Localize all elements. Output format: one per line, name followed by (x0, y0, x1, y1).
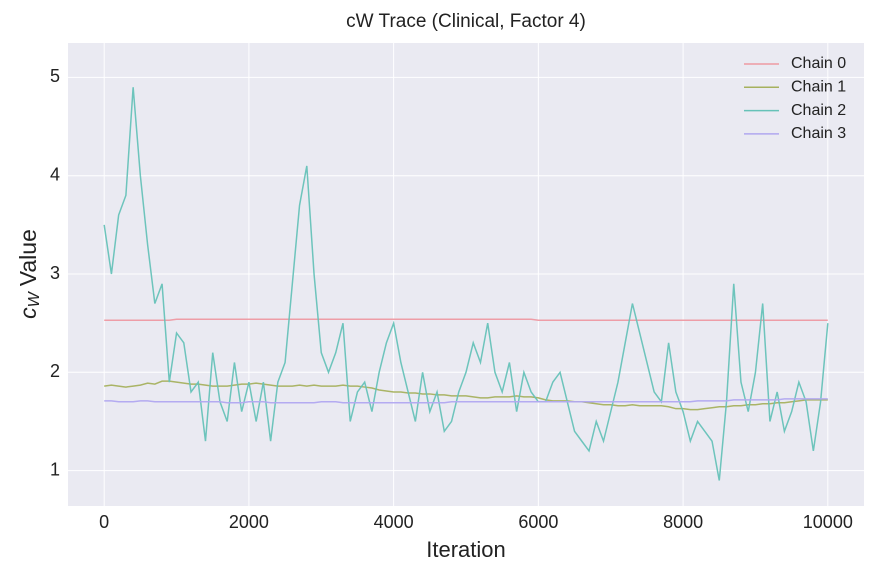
y-label-text: Value (15, 229, 41, 286)
x-tick-label: 4000 (374, 512, 414, 532)
legend-label: Chain 0 (791, 55, 846, 72)
trace-line (104, 318, 828, 321)
y-tick-label: 5 (50, 66, 60, 86)
y-axis-label: cW Value (15, 229, 43, 319)
y-tick-label: 1 (50, 459, 60, 479)
legend-label: Chain 2 (791, 102, 846, 119)
y-label-symbol: c (15, 307, 41, 319)
x-tick-label: 8000 (663, 512, 703, 532)
x-tick-label: 2000 (229, 512, 269, 532)
trace-line (104, 380, 828, 411)
y-label-subscript: W (26, 290, 43, 307)
x-tick-label: 6000 (518, 512, 558, 532)
trace-line (103, 87, 829, 481)
x-tick-label: 10000 (803, 512, 853, 532)
trace-line (104, 398, 828, 404)
chart-title: cW Trace (Clinical, Factor 4) (346, 11, 586, 32)
x-axis-label: Iteration (426, 537, 506, 562)
legend-label: Chain 3 (791, 125, 846, 142)
y-tick-label: 2 (50, 361, 60, 381)
x-tick-label: 0 (99, 512, 109, 532)
y-tick-label: 4 (50, 164, 60, 184)
legend-label: Chain 1 (791, 79, 846, 96)
y-tick-label: 3 (50, 263, 60, 283)
